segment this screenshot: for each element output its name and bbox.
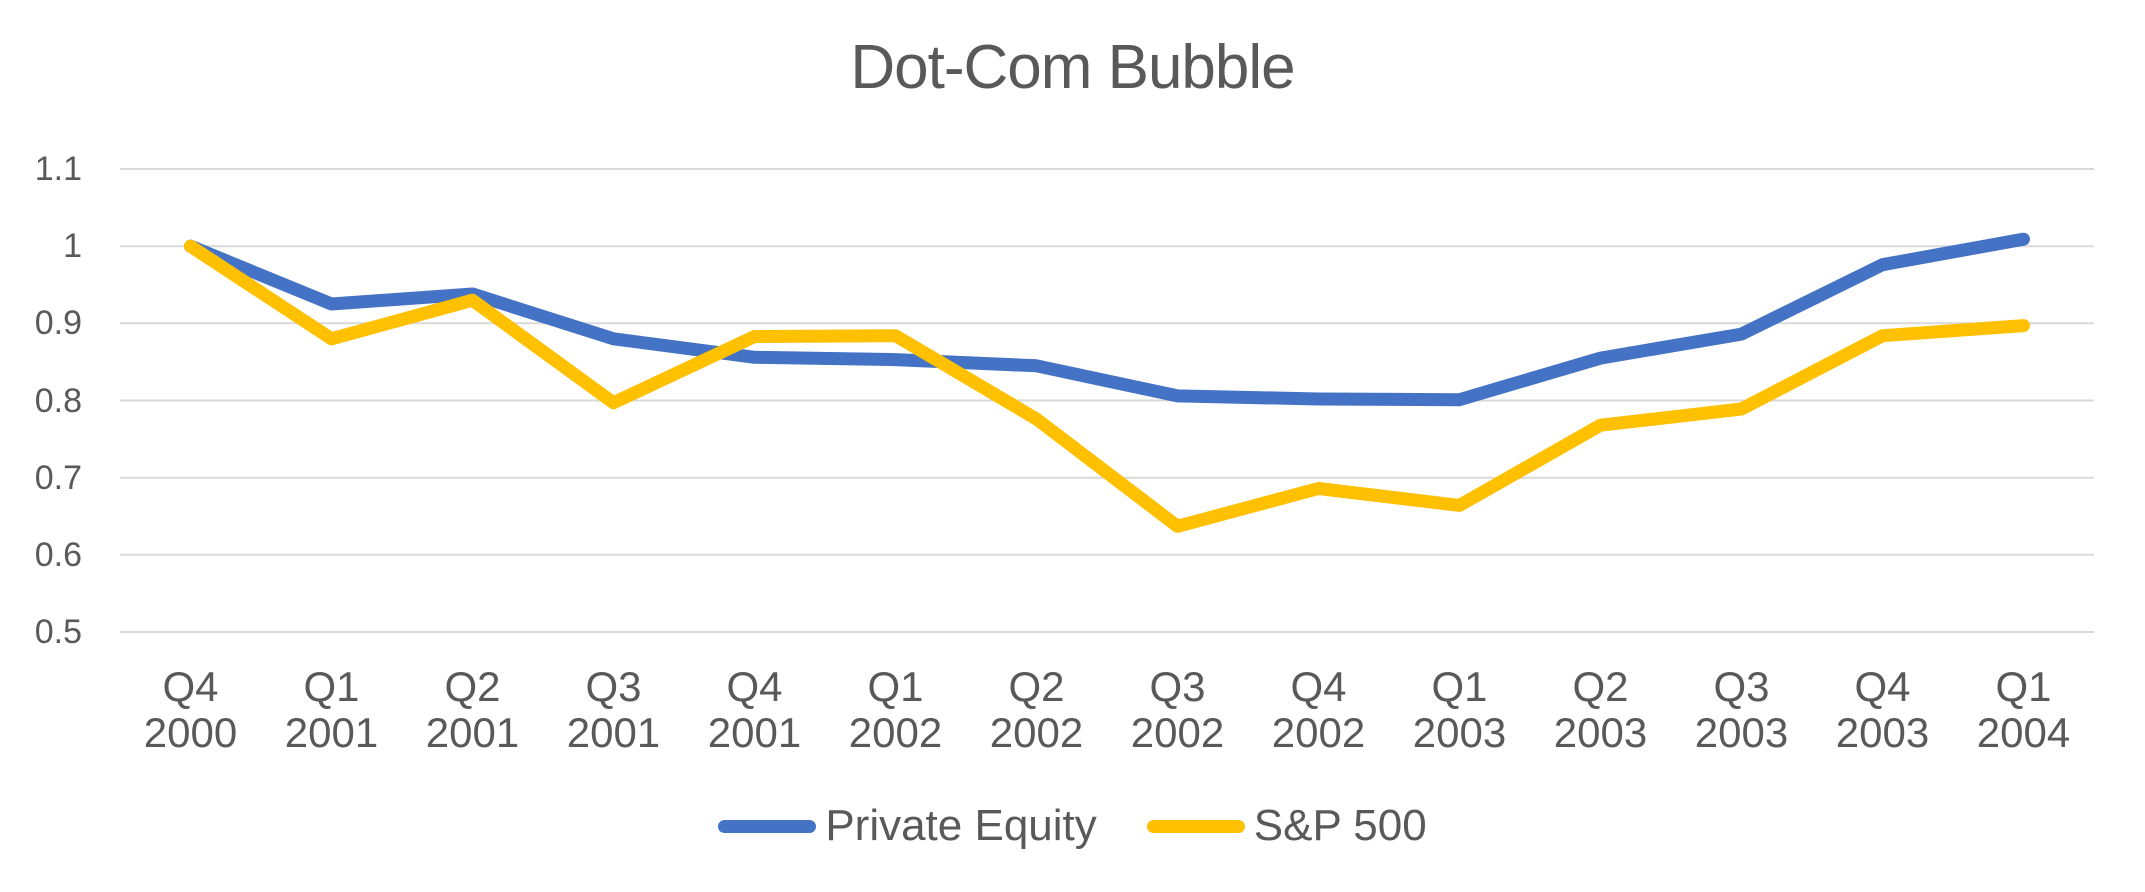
x-tick-quarter: Q4 [162, 663, 219, 710]
x-tick-quarter: Q4 [1854, 663, 1911, 710]
x-tick-quarter: Q2 [444, 663, 501, 710]
x-tick-year: 2001 [284, 709, 379, 756]
x-tick-label: Q1 2001 [252, 664, 412, 756]
legend-item-s-p-500: S&P 500 [1146, 800, 1427, 852]
x-tick-year: 2002 [848, 709, 943, 756]
x-tick-label: Q2 2001 [393, 664, 553, 756]
legend-line-swatch-icon [718, 819, 817, 833]
x-tick-year: 2000 [143, 709, 238, 756]
x-tick-year: 2002 [1130, 709, 1225, 756]
x-tick-label: Q1 2003 [1380, 664, 1540, 756]
y-tick-label: 0.5 [34, 613, 82, 651]
x-tick-year: 2004 [1976, 709, 2071, 756]
x-tick-quarter: Q3 [1713, 663, 1770, 710]
x-tick-label: Q1 2002 [816, 664, 976, 756]
legend-item-private-equity: Private Equity [718, 800, 1097, 852]
legend-line-swatch-icon [1146, 819, 1245, 833]
x-tick-year: 2002 [1271, 709, 1366, 756]
x-tick-label: Q3 2003 [1662, 664, 1822, 756]
x-tick-label: Q3 2002 [1098, 664, 1258, 756]
x-tick-label: Q2 2002 [957, 664, 1117, 756]
x-tick-quarter: Q1 [1431, 663, 1488, 710]
x-tick-label: Q4 2003 [1803, 664, 1963, 756]
x-tick-year: 2001 [566, 709, 661, 756]
y-axis: 1.1 1 0.9 0.8 0.7 0.6 0.5 [0, 0, 82, 892]
x-tick-year: 2003 [1694, 709, 1789, 756]
x-tick-year: 2002 [989, 709, 1084, 756]
x-tick-quarter: Q2 [1008, 663, 1065, 710]
chart-title: Dot-Com Bubble [850, 33, 1295, 102]
x-tick-label: Q3 2001 [534, 664, 694, 756]
x-tick-year: 2003 [1553, 709, 1648, 756]
x-tick-label: Q4 2001 [675, 664, 835, 756]
legend-label: S&P 500 [1253, 801, 1427, 850]
x-tick-label: Q2 2003 [1521, 664, 1681, 756]
x-tick-quarter: Q4 [1290, 663, 1347, 710]
y-tick-label: 1 [63, 227, 82, 266]
y-tick-label: 1.1 [34, 150, 82, 188]
x-tick-label: Q4 2002 [1239, 664, 1399, 756]
series-lines [184, 232, 2030, 533]
gridlines [120, 168, 2094, 633]
x-tick-label: Q1 2004 [1944, 664, 2104, 756]
series-line-s-p-500 [184, 239, 2030, 533]
x-tick-quarter: Q3 [585, 663, 642, 710]
y-tick-label: 0.8 [34, 381, 82, 420]
legend: Private Equity S&P 500 [0, 800, 2145, 852]
x-tick-quarter: Q1 [303, 663, 360, 710]
x-tick-quarter: Q3 [1149, 663, 1206, 710]
x-tick-year: 2003 [1835, 709, 1930, 756]
x-tick-quarter: Q1 [1995, 663, 2052, 710]
x-tick-year: 2001 [707, 709, 802, 756]
x-tick-year: 2001 [425, 709, 520, 756]
x-tick-quarter: Q4 [726, 663, 783, 710]
x-tick-year: 2003 [1412, 709, 1507, 756]
x-tick-quarter: Q1 [867, 663, 924, 710]
x-tick-quarter: Q2 [1572, 663, 1629, 710]
x-tick-label: Q4 2000 [111, 664, 271, 756]
series-line-private-equity [184, 232, 2030, 407]
y-tick-label: 0.7 [34, 458, 82, 497]
y-tick-label: 0.9 [34, 304, 82, 343]
y-tick-label: 0.6 [34, 535, 82, 574]
legend-label: Private Equity [825, 801, 1097, 850]
